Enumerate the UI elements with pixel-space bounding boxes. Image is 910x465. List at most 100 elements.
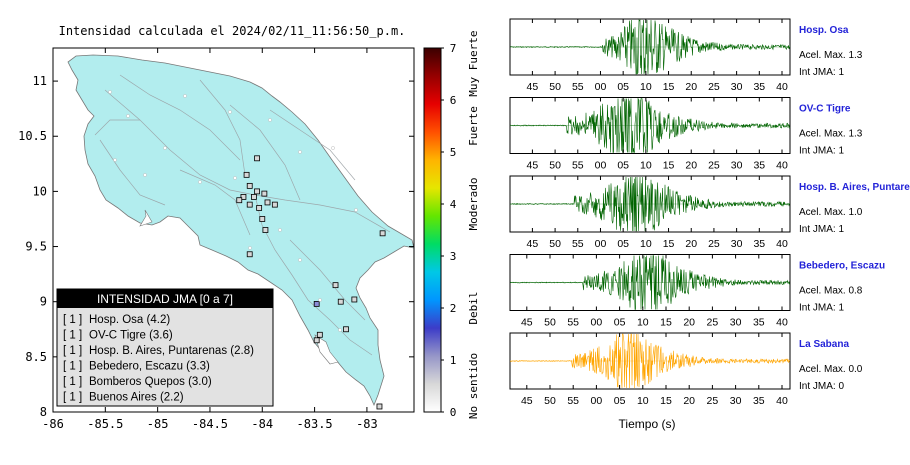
- station-marker: [240, 194, 247, 200]
- waveform-x-tick-label: 55: [567, 395, 579, 407]
- legend-item-station: Bebedero, Escazu (3.3): [89, 361, 210, 373]
- town-dot: [338, 328, 342, 332]
- map-y-tick-label: 8.5: [25, 350, 47, 364]
- waveform-x-tick-label: 55: [572, 81, 584, 93]
- waveform-x-tick-label: 20: [685, 160, 697, 172]
- station-marker: [251, 194, 257, 200]
- waveform-signal: [509, 333, 791, 389]
- town-dot: [163, 146, 167, 150]
- intensity-legend: INTENSIDAD JMA [0 a 7] [ 1 ] Hosp. Osa (4…: [56, 288, 274, 407]
- waveform-trace-panel: 45 50 55 00 05 10 15 20 25 30 35 40 OV-C Tigre Acel. …: [509, 97, 863, 172]
- waveform-x-tick-label: 35: [753, 81, 765, 93]
- colorbar-category-label: Fuerte: [467, 106, 480, 146]
- waveform-intensity: Int JMA: 1: [799, 67, 844, 78]
- colorbar-tick-label: 4: [450, 198, 457, 211]
- waveform-x-tick-label: 55: [567, 317, 579, 329]
- waveform-station-name: Bebedero, Escazu: [799, 261, 885, 272]
- waveform-x-tick-label: 00: [591, 317, 603, 329]
- waveform-panel: 45 50 55 00 05 10 15 20 25 30 35 40 Hosp. Osa Acel. M…: [490, 0, 910, 460]
- map-y-tick-label: 10: [33, 184, 47, 198]
- waveform-x-tick-label: 10: [637, 317, 649, 329]
- waveform-x-tick-label: 35: [753, 160, 765, 172]
- waveform-intensity: Int JMA: 0: [799, 381, 844, 392]
- waveform-x-tick-label: 20: [683, 395, 695, 407]
- town-dot: [268, 118, 272, 122]
- waveform-x-tick-label: 10: [640, 160, 652, 172]
- legend-header: [57, 289, 273, 308]
- waveform-x-tick-label: 40: [776, 238, 788, 250]
- colorbar-tick-label: 3: [450, 250, 457, 263]
- waveform-x-tick-label: 25: [708, 238, 720, 250]
- colorbar-category-label: Moderado: [467, 178, 480, 231]
- town-dot: [318, 298, 322, 302]
- town-dot: [331, 146, 335, 150]
- legend-items: [ 1 ] Hosp. Osa (4.2) [ 1 ] OV-C Tigre (3.6…: [63, 314, 254, 404]
- station-marker: [264, 199, 271, 206]
- costa-rica-land: [67, 54, 415, 410]
- waveform-x-tick-label: 15: [663, 160, 675, 172]
- station-marker: [236, 197, 243, 204]
- waveform-plots: 45 50 55 00 05 10 15 20 25 30 35 40 Hosp. Osa Acel. M…: [509, 18, 910, 431]
- station-marker: [313, 337, 320, 344]
- waveform-x-tick-label: 50: [544, 395, 556, 407]
- waveform-x-tick-label: 05: [617, 81, 629, 93]
- waveform-traces: 45 50 55 00 05 10 15 20 25 30 35 40 Hosp. Osa Acel. M…: [509, 18, 910, 407]
- waveform-x-tick-label: 40: [776, 81, 788, 93]
- map-y-tick-label: 9.5: [25, 240, 47, 254]
- station-marker: [379, 230, 386, 237]
- waveform-trace-panel: 45 50 55 00 05 10 15 20 25 30 35 40 Bebedero, Escazu…: [509, 254, 885, 329]
- waveform-intensity: Int JMA: 1: [799, 303, 844, 314]
- map-x-tick-label: -85: [147, 417, 169, 431]
- station-marker: [256, 205, 263, 211]
- waveform-x-tick-label: 15: [660, 317, 672, 329]
- colorbar-category-label: Debil: [467, 291, 480, 324]
- intensity-map-panel: Intensidad calculada el 2024/02/11_11:56…: [18, 24, 480, 431]
- waveform-x-tick-label: 50: [549, 238, 561, 250]
- map-x-tick-label: -83: [356, 417, 378, 431]
- station-marker: [262, 227, 269, 233]
- town-dot: [108, 90, 112, 94]
- station-marker: [343, 326, 349, 333]
- waveform-accel-max: Acel. Max. 0.0: [799, 364, 863, 375]
- colorbar-tick-label: 7: [450, 42, 457, 55]
- station-marker: [332, 282, 339, 289]
- waveform-x-tick-label: 15: [663, 238, 675, 250]
- waveform-station-name: OV-C Tigre: [799, 104, 851, 115]
- legend-item-level: [ 1 ]: [63, 314, 82, 326]
- colorbar-tick-label: 6: [450, 94, 457, 107]
- map-y-tick-label: 10.5: [18, 129, 47, 143]
- station-marker: [259, 216, 266, 222]
- waveform-signal: [509, 18, 791, 75]
- waveform-x-tick-label: 25: [707, 317, 719, 329]
- station-marker: [271, 201, 278, 208]
- waveform-x-tick-label: 35: [753, 317, 765, 329]
- station-marker: [246, 182, 253, 189]
- waveform-x-tick-label: 50: [544, 317, 556, 329]
- waveform-x-tick-label: 40: [776, 395, 788, 407]
- station-marker: [246, 201, 253, 208]
- intensity-colorbar: 0 1 2 3 4 5 6 7 No sentido Debil Moderado Fuerte Muy…: [423, 30, 480, 419]
- colorbar-tick-label: 2: [450, 302, 457, 315]
- waveform-x-tick-label: 05: [614, 317, 626, 329]
- waveform-x-tick-label: 30: [731, 160, 743, 172]
- waveform-x-tick-label: 25: [707, 395, 719, 407]
- waveform-x-tick-label: 10: [637, 395, 649, 407]
- waveform-x-tick-label: 15: [660, 395, 672, 407]
- waveform-x-tick-label: 20: [685, 81, 697, 93]
- colorbar-gradient: [423, 47, 442, 413]
- waveform-trace-panel: 45 50 55 00 05 10 15 20 25 30 35 40 Hosp. B. Aires, …: [509, 175, 910, 250]
- town-dot: [113, 158, 117, 162]
- waveform-x-tick-label: 40: [776, 317, 788, 329]
- town-dot: [248, 246, 252, 250]
- town-dot: [183, 94, 187, 98]
- legend-item-station: Hosp. B. Aires, Puntarenas (2.8): [89, 345, 254, 357]
- station-marker: [261, 190, 268, 197]
- waveform-x-tick-label: 30: [731, 238, 743, 250]
- map-y-tick-label: 11: [33, 74, 47, 88]
- station-marker: [254, 188, 260, 195]
- waveform-signal: [509, 97, 791, 153]
- town-dot: [228, 110, 232, 114]
- waveform-xlabel: Tiempo (s): [619, 417, 676, 431]
- waveform-accel-max: Acel. Max. 1.3: [799, 129, 863, 140]
- waveform-x-tick-label: 30: [731, 81, 743, 93]
